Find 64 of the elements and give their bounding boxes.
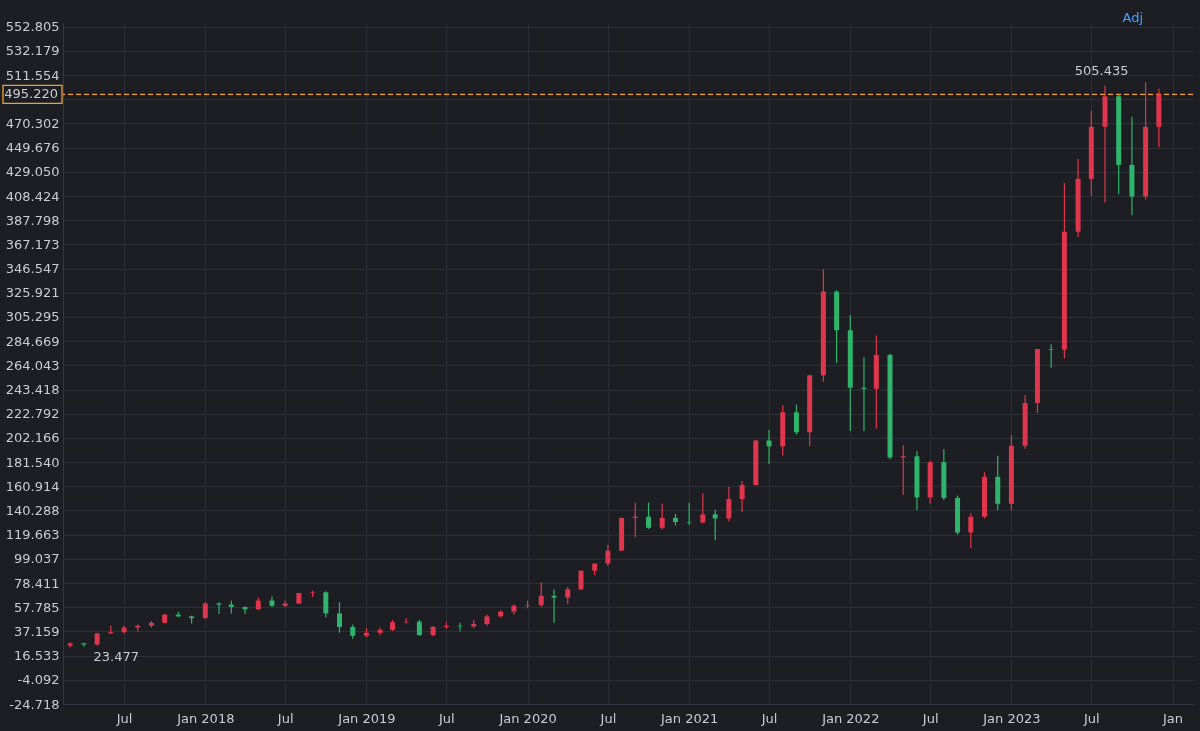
y-tick-label: 387.798 [5, 212, 60, 228]
y-tick-label: 160.914 [5, 478, 60, 494]
y-tick-label: 99.037 [14, 551, 60, 567]
y-tick-label: 78.411 [14, 575, 60, 591]
x-tick-label: Jan 2018 [176, 710, 235, 726]
candlestick [646, 502, 652, 530]
y-tick-label: 284.669 [5, 333, 60, 349]
y-tick-label: 346.547 [5, 261, 60, 277]
y-tick-label: 37.159 [14, 623, 60, 639]
candlestick [551, 588, 557, 624]
candlestick [337, 601, 342, 634]
x-tick-label: Jul [437, 710, 455, 726]
y-tick-label: -4.092 [17, 672, 60, 688]
candlestick [538, 581, 544, 608]
ref-line-label: 495.220 [4, 86, 58, 102]
y-tick-label: 305.295 [5, 309, 60, 325]
y-tick-label: 408.424 [5, 188, 60, 204]
y-tick-label: 367.173 [5, 236, 60, 252]
y-tick-label: 449.676 [5, 140, 60, 156]
y-tick-label: 511.554 [5, 67, 60, 83]
x-tick-label: Jan 2023 [982, 710, 1041, 726]
y-tick-label: 181.540 [5, 454, 60, 470]
x-tick-label: Jul [1082, 710, 1100, 726]
y-tick-label: 470.302 [5, 116, 60, 131]
annotation: 505.435 [1074, 63, 1129, 79]
y-tick-label: 202.166 [5, 430, 60, 446]
y-tick-label: 57.785 [14, 599, 60, 615]
x-tick-label: Jan [1162, 710, 1184, 726]
y-tick-label: 140.288 [5, 503, 60, 518]
candlestick [766, 429, 772, 465]
candlestick [216, 601, 222, 615]
x-tick-label: Jul [276, 710, 294, 726]
candlestick [700, 492, 706, 524]
y-tick-label: 264.043 [5, 357, 60, 373]
candlestick [1048, 343, 1054, 369]
x-tick-label: Jul [760, 710, 778, 726]
candlestick [659, 503, 665, 531]
candlestick [739, 480, 745, 513]
candlestick [793, 404, 799, 436]
x-tick-label: Jul [115, 710, 133, 726]
y-tick-label: 243.418 [5, 382, 60, 398]
x-tick-label: Jul [599, 710, 617, 726]
annotation: Adj [1122, 10, 1143, 25]
x-tick-label: Jan 2022 [821, 710, 880, 726]
candlestick [686, 502, 692, 526]
candlestick [968, 512, 974, 549]
y-tick-label: 532.179 [5, 43, 60, 59]
candlestick [269, 595, 275, 608]
y-tick-label: 119.663 [5, 527, 60, 543]
y-tick-label: 325.921 [5, 285, 60, 301]
candlestick [712, 509, 718, 541]
y-tick-label: 16.533 [14, 648, 60, 664]
x-tick-label: Jul [921, 710, 939, 726]
y-tick-label: 222.792 [5, 406, 60, 422]
candlestick [726, 486, 732, 522]
x-tick-label: Jan 2020 [498, 710, 557, 726]
annotation: 23.477 [93, 649, 139, 665]
x-tick-label: Jan 2019 [337, 710, 396, 726]
x-tick-label: Jan 2021 [660, 710, 719, 726]
y-tick-label: 552.805 [5, 19, 60, 35]
candlestick [323, 590, 329, 619]
y-tick-label: 429.050 [5, 164, 60, 180]
candlestick [605, 544, 611, 567]
y-tick-label: -24.718 [9, 696, 60, 712]
